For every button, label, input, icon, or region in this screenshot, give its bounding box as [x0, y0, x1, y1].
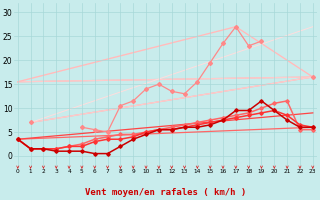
X-axis label: Vent moyen/en rafales ( km/h ): Vent moyen/en rafales ( km/h ) — [85, 188, 246, 197]
